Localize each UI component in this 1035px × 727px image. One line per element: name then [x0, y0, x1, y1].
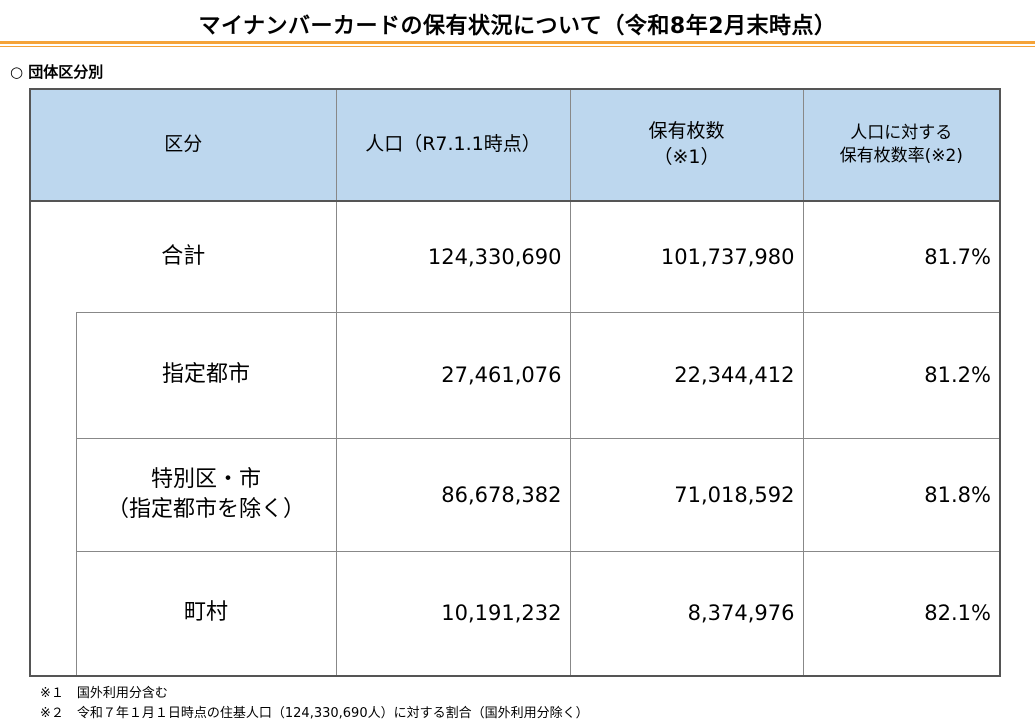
- indent-cell: [29, 312, 76, 677]
- header-holding-rate-line2: 保有枚数率(※2): [839, 146, 963, 166]
- header-holding-rate-line1: 人口に対する: [850, 123, 953, 144]
- title-rule-thin: [0, 46, 1035, 47]
- row-label-towns-villages: 町村: [75, 550, 336, 677]
- footnote-2: ※２ 令和７年１月１日時点の住基人口（124,330,690人）に対する割合（国…: [40, 706, 589, 721]
- row-label-line1: 特別区・市: [150, 466, 261, 492]
- table-row-towns-villages: 町村 10,191,232 8,374,976 82.1%: [30, 550, 1001, 677]
- cell-population: 86,678,382: [335, 437, 570, 551]
- row-label-line2: （指定都市を除く）: [106, 496, 305, 522]
- cell-holding-rate: 81.7%: [802, 201, 1001, 312]
- row-label-designated-cities: 指定都市: [75, 311, 336, 438]
- header-population: 人口（R7.1.1時点）: [335, 88, 570, 202]
- header-holding-rate: 人口に対する 保有枚数率(※2): [802, 88, 1001, 202]
- header-card-count-line2: （※1）: [653, 146, 720, 168]
- title-rule: [0, 41, 1035, 44]
- cell-card-count: 22,344,412: [569, 311, 803, 438]
- cell-population: 124,330,690: [335, 201, 570, 312]
- cell-holding-rate: 82.1%: [802, 550, 1001, 677]
- page-title: マイナンバーカードの保有状況について（令和8年2月末時点）: [198, 14, 837, 39]
- header-category: 区分: [29, 88, 336, 202]
- cell-holding-rate: 81.8%: [802, 437, 1001, 551]
- footnote-1: ※１ 国外利用分含む: [40, 686, 168, 701]
- header-card-count: 保有枚数 （※1）: [569, 88, 803, 202]
- holding-status-table: 区分 人口（R7.1.1時点） 保有枚数 （※1） 人口に対する 保有枚数率(※…: [29, 88, 1001, 677]
- table-row-special-wards-cities: 特別区・市 （指定都市を除く） 86,678,382 71,018,592 81…: [30, 437, 1001, 551]
- table-row-designated-cities: 指定都市 27,461,076 22,344,412 81.2%: [29, 311, 1001, 677]
- row-label-special-wards-cities: 特別区・市 （指定都市を除く）: [75, 437, 336, 551]
- row-label-total: 合計: [29, 201, 336, 312]
- cell-card-count: 8,374,976: [569, 550, 803, 677]
- cell-card-count: 71,018,592: [569, 437, 803, 551]
- cell-holding-rate: 81.2%: [802, 311, 1001, 438]
- header-card-count-line1: 保有枚数: [648, 120, 725, 143]
- footnotes: ※１ 国外利用分含む ※２ 令和７年１月１日時点の住基人口（124,330,69…: [40, 684, 589, 724]
- table-row-total: 合計 124,330,690 101,737,980 81.7%: [29, 201, 1001, 312]
- cell-population: 10,191,232: [335, 550, 570, 677]
- section-heading: ○ 団体区分別: [10, 63, 104, 81]
- table-header-row: 区分 人口（R7.1.1時点） 保有枚数 （※1） 人口に対する 保有枚数率(※…: [29, 88, 1001, 202]
- cell-card-count: 101,737,980: [569, 201, 803, 312]
- cell-population: 27,461,076: [335, 311, 570, 438]
